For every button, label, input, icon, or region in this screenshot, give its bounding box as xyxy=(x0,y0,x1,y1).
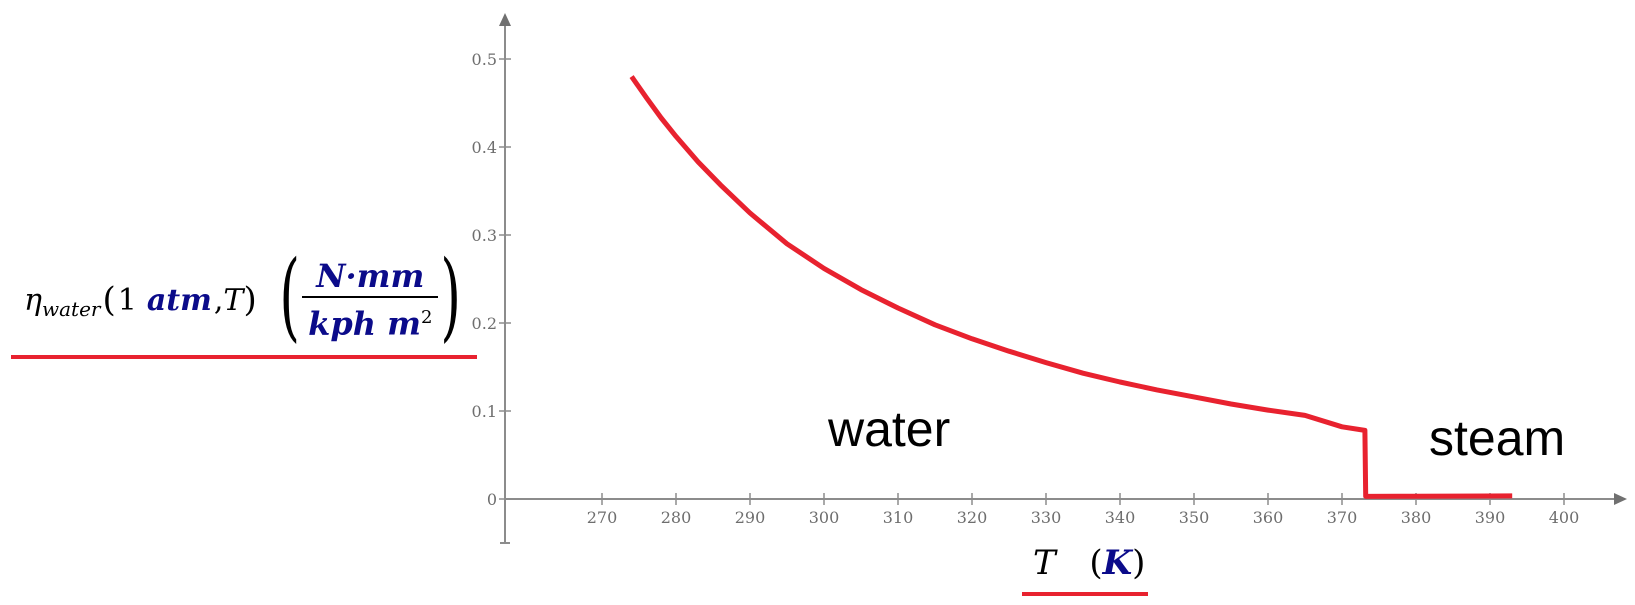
y-label-underline xyxy=(11,355,477,359)
open-paren: ( xyxy=(102,280,116,320)
comma: , xyxy=(213,282,224,318)
unit-fraction: N·mm kph m2 xyxy=(302,256,439,344)
x-close-paren: ) xyxy=(1132,543,1146,583)
unit-denominator: kph m xyxy=(308,304,421,343)
temperature-arg: T xyxy=(223,282,244,318)
x-axis-label[interactable]: T (K) xyxy=(1033,543,1145,583)
eta-subscript: water xyxy=(41,297,101,321)
unit-denominator-wrap: kph m2 xyxy=(302,298,438,344)
y-tick-label: 0.2 xyxy=(472,314,497,333)
axis-ticks: 270 280 290 300 310 320 330 340 350 360 370 380 390 4… xyxy=(472,50,1580,527)
x-tick-label: 360 xyxy=(1253,508,1284,527)
eta-symbol: η xyxy=(24,282,42,318)
y-axis-arrow-icon xyxy=(499,13,511,26)
steam-region-label: steam xyxy=(1429,410,1565,466)
x-tick-label: 290 xyxy=(735,508,766,527)
x-tick-label: 380 xyxy=(1401,508,1432,527)
y-tick-label: 0.5 xyxy=(472,50,497,69)
x-unit: K xyxy=(1102,543,1133,583)
y-axis-label[interactable]: η water ( 1 atm , T ) ( N·mm kph m2 ) xyxy=(24,240,470,352)
unit-close-paren: ) xyxy=(440,240,462,352)
y-tick-label: 0.1 xyxy=(472,402,497,421)
close-paren: ) xyxy=(243,280,257,320)
x-tick-label: 320 xyxy=(957,508,988,527)
x-tick-label: 370 xyxy=(1327,508,1358,527)
x-tick-label: 340 xyxy=(1105,508,1136,527)
x-tick-label: 350 xyxy=(1179,508,1210,527)
x-tick-label: 280 xyxy=(661,508,692,527)
y-tick-label: 0.3 xyxy=(472,226,497,245)
viscosity-curve xyxy=(629,75,1513,499)
x-open-paren: ( xyxy=(1089,543,1103,583)
x-tick-label: 300 xyxy=(809,508,840,527)
x-variable: T xyxy=(1033,543,1056,583)
x-axis-arrow-icon xyxy=(1614,493,1627,505)
water-region-label: water xyxy=(827,401,950,457)
fraction-bar xyxy=(302,296,439,298)
x-tick-label: 330 xyxy=(1031,508,1062,527)
y-tick-label: 0 xyxy=(487,490,497,509)
axes xyxy=(499,13,1627,544)
unit-exponent: 2 xyxy=(420,306,433,328)
unit-open-paren: ( xyxy=(279,240,300,352)
x-label-underline xyxy=(1022,592,1148,596)
pressure-unit: atm xyxy=(146,282,212,318)
x-tick-label: 270 xyxy=(587,508,618,527)
pressure-value: 1 xyxy=(117,282,137,318)
x-tick-label: 310 xyxy=(883,508,914,527)
x-tick-label: 390 xyxy=(1475,508,1506,527)
x-tick-label: 400 xyxy=(1549,508,1580,527)
y-tick-label: 0.4 xyxy=(472,138,497,157)
unit-numerator: N·mm xyxy=(316,257,425,296)
